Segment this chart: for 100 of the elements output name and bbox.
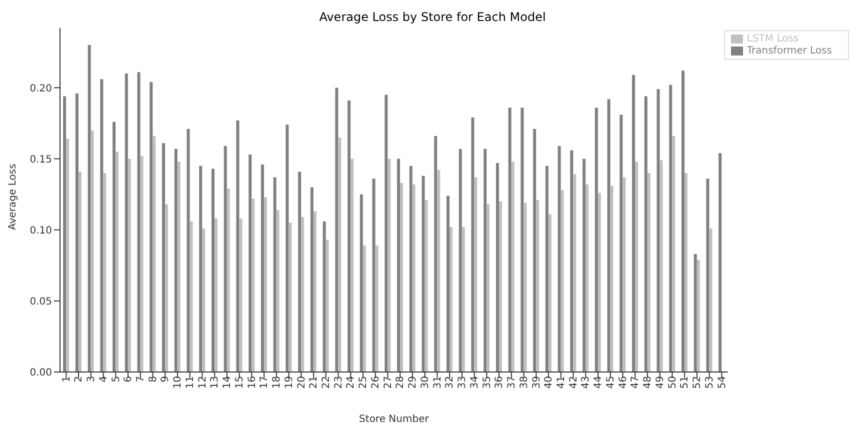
x-tick-label: 19 [284, 376, 295, 389]
bar [437, 170, 440, 372]
x-tick-label: 46 [618, 376, 629, 389]
bar [362, 245, 366, 372]
x-tick-label: 20 [296, 376, 308, 389]
bar [558, 146, 561, 372]
x-tick-label: 10 [172, 376, 184, 389]
x-tick-label: 30 [420, 376, 431, 389]
x-tick-label: 25 [358, 376, 370, 389]
bar [152, 136, 156, 372]
x-tick-label: 22 [321, 376, 332, 389]
bar [162, 143, 166, 372]
bar [533, 128, 536, 372]
x-tick-label: 17 [259, 376, 270, 389]
bar [190, 221, 193, 372]
y-tick-label: 0.00 [30, 368, 52, 379]
x-tick-label: 13 [210, 376, 221, 389]
x-tick-label: 53 [704, 376, 716, 389]
bar [177, 162, 180, 372]
x-tick-label: 11 [184, 376, 196, 389]
bar [450, 227, 452, 372]
x-tick-label: 3 [86, 376, 98, 382]
bar [582, 158, 586, 372]
x-tick-label: 24 [346, 376, 357, 389]
bar [384, 94, 388, 372]
bar [236, 120, 240, 372]
y-axis-title: Average Loss [8, 164, 19, 230]
x-tick-label: 33 [457, 376, 468, 389]
bar [226, 188, 230, 372]
x-tick-label: 47 [630, 376, 642, 389]
x-tick-label: 1 [61, 376, 72, 382]
y-tick-label: 0.05 [30, 296, 52, 308]
bar [273, 177, 276, 372]
y-tick-label: 0.15 [30, 154, 52, 166]
x-tick-label: 40 [544, 376, 555, 389]
bar [511, 162, 514, 372]
bar [622, 177, 626, 372]
bar [322, 221, 326, 372]
x-tick-label: 45 [605, 376, 616, 389]
x-axis-title: Store Number [359, 414, 430, 425]
bar [718, 153, 722, 372]
bar [335, 88, 338, 372]
bar [570, 150, 574, 372]
bar [276, 210, 280, 372]
bar [214, 218, 218, 372]
bar [112, 122, 116, 372]
x-tick-label: 8 [148, 376, 159, 382]
bar [412, 184, 416, 372]
chart-title: Average Loss by Store for Each Model [318, 9, 547, 26]
bar [672, 136, 676, 372]
bar [75, 93, 78, 372]
bar [360, 194, 363, 372]
bar [669, 84, 672, 372]
x-tick-label: 54 [716, 376, 728, 389]
bar [348, 100, 351, 372]
bar [397, 158, 400, 372]
bar [508, 108, 512, 372]
bar [66, 138, 70, 372]
bar [422, 176, 425, 372]
bar [239, 218, 242, 372]
bar [409, 166, 412, 372]
bar [103, 172, 106, 372]
bar [709, 228, 712, 372]
bar [434, 136, 438, 372]
bar [165, 204, 168, 372]
x-tick-label: 42 [568, 376, 580, 389]
bar [656, 89, 660, 372]
bar [462, 227, 465, 372]
bar [313, 211, 316, 372]
bar [548, 214, 552, 372]
x-tick-label: 39 [531, 376, 542, 389]
legend-label: LSTM Loss [746, 34, 799, 45]
x-tick-label: 21 [308, 376, 320, 389]
bar [63, 96, 66, 372]
x-tick-label: 31 [432, 376, 444, 389]
x-tick-label: 27 [382, 376, 394, 389]
bar [684, 172, 688, 372]
bar [124, 73, 128, 372]
bar [635, 162, 638, 372]
bar [375, 245, 378, 372]
bar [536, 200, 540, 372]
bar [260, 164, 264, 372]
bar [137, 72, 140, 372]
x-tick-label: 41 [556, 376, 568, 389]
bar [681, 70, 684, 372]
bar [573, 174, 576, 372]
bar [90, 130, 94, 372]
bar [632, 74, 636, 372]
x-tick-label: 51 [680, 376, 691, 389]
x-tick-label: 35 [482, 376, 493, 389]
bar [388, 158, 391, 372]
x-tick-label: 52 [692, 376, 704, 389]
x-tick-label: 34 [469, 376, 480, 389]
bar [696, 260, 700, 372]
bar [520, 108, 524, 372]
bar [78, 172, 82, 372]
bar [310, 187, 314, 372]
bar [607, 99, 610, 372]
x-tick-label: 14 [222, 376, 234, 389]
bar [128, 158, 131, 372]
